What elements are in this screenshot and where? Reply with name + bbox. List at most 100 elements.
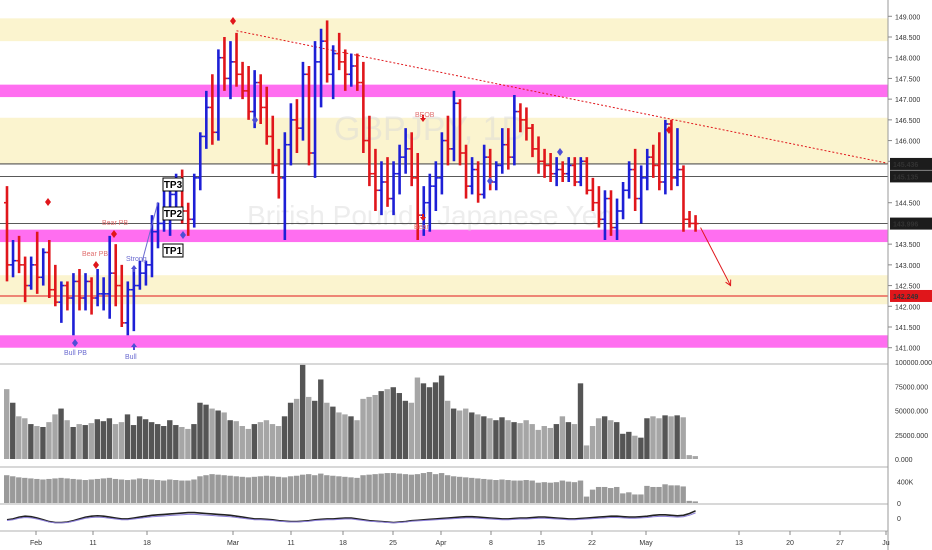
candle-39: [239, 61, 246, 100]
volume-bar-44: [269, 424, 276, 459]
time-tick-label-11: May: [639, 540, 653, 547]
tp1-box: [162, 243, 184, 258]
volume-bar-87: [529, 424, 535, 459]
candle-71: [432, 161, 439, 211]
obv-bar-87: [529, 480, 535, 503]
volume-bar-26: [161, 426, 167, 459]
candle-96: [583, 157, 590, 195]
volume-bar-31: [191, 424, 197, 459]
yellow-zone-0: [0, 18, 888, 42]
strong-pointer: [141, 201, 159, 263]
candle-82: [499, 128, 506, 174]
bull-marker-2: [252, 116, 258, 124]
candle-106: [644, 148, 651, 191]
obv-bar-51: [312, 475, 318, 503]
bull-label: Bull: [125, 354, 137, 361]
volume-bar-74: [450, 408, 457, 459]
obv-bar-47: [287, 476, 294, 503]
obv-bar-4: [28, 478, 34, 503]
candle-114: [692, 215, 699, 232]
time-tick-label-0: Feb: [30, 540, 42, 547]
trendline: [236, 30, 889, 164]
obv-bar-109: [662, 484, 668, 503]
obv-bar-11: [70, 478, 76, 503]
candle-34: [209, 74, 216, 145]
time-tick-label-13: 20: [786, 540, 794, 547]
obv-bar-46: [281, 477, 288, 503]
volume-bar-99: [601, 416, 608, 459]
obv-bar-5: [34, 478, 40, 503]
obv-bar-67: [408, 474, 415, 503]
bear-label: Bear: [414, 224, 429, 231]
yellow-zone-2: [0, 275, 888, 305]
candle-14: [88, 277, 95, 315]
bull-marker-4: [487, 177, 493, 185]
volume-bar-95: [577, 383, 584, 459]
candle-76: [463, 144, 470, 199]
time-axis[interactable]: Feb 11 18 Mar 11 18 25 Apr 8 15 22 May 13 20 27 Ju: [30, 531, 890, 547]
volume-bar-52: [318, 379, 324, 459]
candle-75: [457, 99, 463, 166]
candle-86: [523, 107, 530, 141]
obv-bar-80: [487, 479, 493, 503]
price-tick-label-5: 146.500: [895, 118, 920, 125]
volume-bar-70: [426, 387, 433, 459]
candle-107: [650, 144, 657, 178]
candle-73: [444, 115, 451, 166]
price-label-2: 143.996: [893, 222, 918, 229]
candle-1: [10, 240, 17, 278]
obv-bar-102: [620, 493, 626, 503]
candle-111: [674, 128, 681, 187]
time-tick-label-8: 8: [489, 540, 493, 547]
volume-bar-14: [88, 423, 94, 459]
volume-bar-32: [197, 402, 203, 459]
volume-bar-104: [632, 435, 638, 459]
candle-0: [4, 186, 10, 282]
volume-bar-13: [82, 425, 88, 459]
volume-bar-25: [155, 424, 161, 459]
candle-79: [481, 144, 488, 199]
price-axis[interactable]: 149.000 148.500 148.000 147.500 147.000 146.5…: [888, 14, 932, 523]
candle-68: [414, 153, 421, 240]
volume-bar-71: [432, 382, 439, 459]
candle-102: [620, 182, 627, 220]
obv-bar-69: [420, 473, 427, 503]
candle-42: [257, 74, 264, 124]
obv-bar-18: [112, 478, 119, 503]
obv-bar-108: [656, 486, 662, 503]
obv-bar-65: [396, 473, 402, 503]
obv-bar-2: [16, 477, 22, 503]
obv-bar-35: [215, 474, 221, 503]
obv-bar-113: [686, 500, 692, 503]
price-tick-label-9: 143.500: [895, 242, 920, 249]
obv-bar-64: [390, 473, 396, 503]
obv-bar-73: [444, 475, 451, 503]
volume-bar-73: [444, 400, 451, 459]
candle-21: [130, 269, 137, 332]
ohlc-bars: [4, 20, 699, 336]
candle-70: [426, 173, 433, 232]
volume-bar-59: [360, 398, 366, 459]
obv-bar-20: [124, 480, 131, 503]
candle-33: [203, 90, 210, 149]
volume-bar-57: [348, 416, 354, 459]
tp3-label: TP3: [164, 180, 183, 191]
oscillator-line: [6, 510, 696, 524]
price-tick-label-13: 141.500: [895, 325, 920, 332]
bull-pb-label: Bull PB: [64, 350, 87, 357]
volume-bar-62: [378, 391, 384, 459]
volume-bar-69: [420, 383, 427, 459]
candle-18: [112, 244, 119, 307]
candle-12: [76, 269, 83, 311]
pink-zone-1: [0, 229, 888, 243]
price-label-bg-1: [890, 170, 932, 183]
volume-bar-2: [16, 416, 22, 459]
time-tick-label-7: Apr: [436, 540, 448, 547]
candle-57: [348, 53, 355, 87]
candle-78: [475, 161, 482, 203]
candle-52: [318, 28, 325, 108]
candle-20: [124, 281, 131, 336]
obv-bar-8: [52, 478, 58, 503]
volume-bar-98: [595, 418, 602, 459]
